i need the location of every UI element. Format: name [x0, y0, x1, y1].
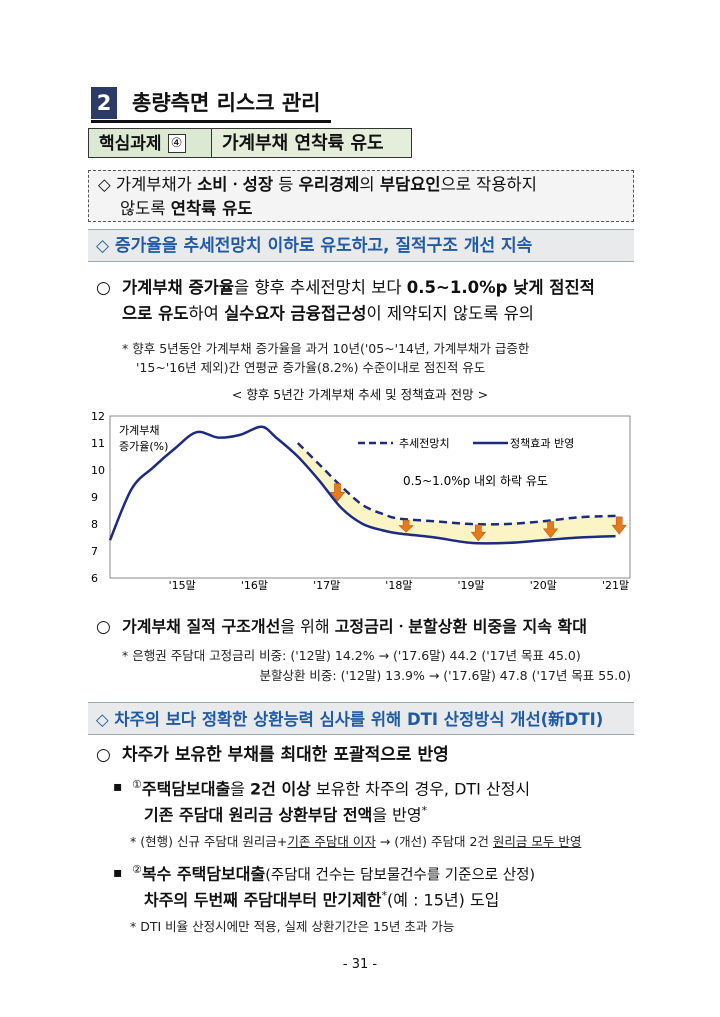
x-tick-label: '17말: [313, 579, 340, 591]
sub-item-2-line-1: ②복수 주택담보대출(주담대 건수는 담보물건수를 기준으로 산정): [132, 863, 536, 884]
y-tick-label: 9: [91, 491, 98, 504]
note-1-line-2: '15~'16년 제외)간 연평균 증가율(8.2%) 수준이내로 점진적 유도: [136, 360, 486, 375]
x-tick-label: '19말: [458, 579, 485, 591]
bullet-circle: ○: [96, 278, 111, 298]
note-1-line-1: * 향후 5년동안 가계부채 증가율을 과거 10년('05~'14년, 가계부…: [122, 341, 530, 356]
bullet-circle: ○: [96, 617, 111, 637]
paragraph-1-line-1: 가계부채 증가율을 향후 추세전망치 보다 0.5~1.0%p 낮게 점진적: [122, 278, 595, 297]
goal-box: [88, 170, 634, 222]
goal-line-2: 않도록 연착륙 유도: [120, 199, 253, 218]
y-tick-label: 7: [91, 545, 98, 558]
core-task-label: 핵심과제 ④: [88, 128, 212, 158]
y-axis-label-line-1: 가계부채: [119, 424, 159, 437]
core-task-title: 가계부채 연착륙 유도: [212, 128, 412, 158]
sub-item-1-line-1: ①주택담보대출을 2건 이상 보유한 차주의 경우, DTI 산정시: [132, 778, 531, 799]
legend-trend-label: 추세전망치: [399, 437, 450, 450]
x-tick-label: '15말: [169, 579, 196, 591]
legend-policy-label: 정책효과 반영: [510, 437, 574, 450]
subheader-1-text: ◇ 증가율을 추세전망치 이하로 유도하고, 질적구조 개선 지속: [96, 236, 533, 256]
page-number: - 31 -: [342, 957, 378, 972]
paragraph-3: 차주가 보유한 부채를 최대한 포괄적으로 반영: [122, 745, 449, 765]
x-tick-label: '18말: [385, 579, 412, 591]
chart-caption: < 향후 5년간 가계부채 추세 및 정책효과 전망 >: [231, 387, 489, 402]
square-bullet: ▪: [113, 865, 123, 881]
down-arrow-icon: [611, 516, 627, 535]
subheader-bar-1: ◇ 증가율을 추세전망치 이하로 유도하고, 질적구조 개선 지속: [88, 229, 634, 262]
chart-annotation: 0.5~1.0%p 내외 하락 유도: [403, 474, 548, 488]
y-tick-label: 10: [91, 464, 105, 477]
subheader-2-text: ◇ 차주의 보다 정확한 상환능력 심사를 위해 DTI 산정방식 개선(新DT…: [96, 710, 604, 729]
section-underline: [91, 120, 331, 123]
down-arrow-icon: [542, 521, 559, 539]
policy-series-line: [108, 425, 616, 545]
x-tick-label: '20말: [530, 579, 557, 591]
down-arrow-icon: [470, 524, 486, 542]
x-tick-label: '16말: [241, 579, 268, 591]
down-arrow-icon: [398, 519, 414, 533]
subheader-bar-2: ◇ 차주의 보다 정확한 상환능력 심사를 위해 DTI 산정방식 개선(新DT…: [88, 702, 634, 735]
y-tick-label: 11: [91, 437, 105, 450]
y-tick-label: 12: [91, 410, 105, 423]
y-tick-label: 6: [91, 572, 98, 585]
paragraph-1-line-2: 으로 유도하여 실수요자 금융접근성이 제약되지 않도록 유의: [122, 304, 534, 323]
square-bullet: ▪: [113, 779, 123, 795]
note-2-line-1: * 은행권 주담대 고정금리 비중: ('12말) 14.2% → ('17.6…: [122, 648, 581, 663]
note-3: * (현행) 신규 주담대 원리금+기존 주담대 이자 → (개선) 주담대 2…: [130, 834, 582, 849]
gap-fill-area: [297, 443, 616, 543]
down-arrow-icon: [329, 483, 346, 502]
y-axis-label-line-2: 증가율(%): [119, 440, 168, 453]
note-4: * DTI 비율 산정시에만 적용, 실제 상환기간은 15년 초과 가능: [130, 919, 455, 934]
y-tick-label: 8: [91, 518, 98, 531]
x-tick-label: '21말: [602, 579, 629, 591]
sub-item-2-line-2: 차주의 두번째 주담대부터 만기제한*(예 : 15년) 도입: [144, 889, 500, 910]
sub-item-1-line-2: 기존 주담대 원리금 상환부담 전액을 반영*: [144, 804, 428, 825]
paragraph-2: 가계부채 질적 구조개선을 위해 고정금리ㆍ분할상환 비중을 지속 확대: [122, 617, 587, 636]
core-task-number: ④: [167, 134, 186, 153]
note-2-line-2: 분할상환 비중: ('12말) 13.9% → ('17.6말) 47.8 ('…: [259, 668, 631, 683]
section-title: 총량측면 리스크 관리: [132, 91, 321, 115]
bullet-circle: ○: [96, 745, 111, 765]
section-number: 2: [91, 87, 117, 119]
goal-line-1: ◇ 가계부채가 소비ㆍ성장 등 우리경제의 부담요인으로 작용하지: [98, 175, 537, 194]
